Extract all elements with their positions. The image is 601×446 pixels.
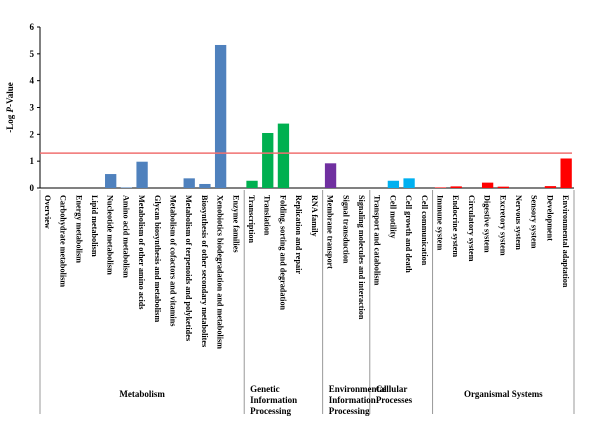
bar [434, 187, 447, 188]
group-label: Processing [250, 406, 291, 416]
category-label: Cell motility [388, 195, 397, 239]
category-label: Lipid metabolism [90, 195, 99, 257]
category-label: Folding, sorting and degradation [278, 195, 287, 311]
group-label: Organismal Systems [464, 389, 543, 399]
group-label: Metabolism [119, 389, 165, 399]
group-label: Processes [376, 395, 413, 405]
category-label: Circulatory system [467, 195, 476, 262]
group-label: Processing [329, 406, 370, 416]
y-tick-label: 4 [30, 76, 35, 86]
category-label: Metabolism of other amino acids [137, 195, 146, 309]
group-brackets: Metabolism GeneticInformationProcessingEn… [39, 190, 575, 416]
category-label: Cell growth and death [404, 195, 413, 273]
category-labels: Overview Carbohydrate metabolism Energy me… [43, 195, 570, 349]
y-tick-label: 2 [30, 129, 35, 139]
category-label: Xenobiotics biodegradation and metabolis… [216, 195, 225, 349]
bar [246, 180, 258, 188]
y-tick-label: 5 [30, 49, 35, 59]
bar [262, 132, 274, 188]
bar [324, 163, 337, 188]
bar [136, 161, 148, 188]
category-label: Biosynthesis of other secondary metaboli… [200, 195, 209, 347]
bar [120, 187, 133, 188]
bar [450, 186, 462, 188]
bar-series [40, 44, 572, 188]
bar [497, 186, 509, 188]
category-label: RNA family [310, 195, 319, 238]
category-label: Replication and repair [294, 195, 303, 274]
bar [560, 158, 572, 188]
category-label: Overview [43, 195, 52, 229]
bar [183, 178, 195, 188]
category-label: Immune system [436, 195, 445, 250]
category-label: Sensory system [530, 195, 539, 249]
category-label: Cell communication [420, 195, 429, 266]
category-label: Enzyme families [231, 195, 240, 253]
group-label: Cellular [376, 384, 408, 394]
category-label: Digestive system [483, 195, 492, 253]
category-label: Energy metabolism [74, 195, 83, 263]
category-label: Metabolism of cofactors and vitamins [169, 195, 178, 326]
category-label: Glycan biosynthesis and metabolism [153, 195, 162, 322]
category-label: Translation [263, 195, 272, 236]
y-tick-label: 0 [30, 183, 35, 193]
bar [214, 44, 227, 188]
category-label: Excretory system [498, 195, 507, 256]
category-label: Nucleotide metabolism [106, 195, 115, 275]
bar [387, 180, 400, 188]
category-label: Nervous system [514, 195, 523, 250]
category-label: Carbohydrate metabolism [59, 195, 68, 287]
category-label: Amino acid metabolism [121, 195, 130, 278]
y-axis-title: -Log P-Value [5, 82, 15, 132]
category-label: Signaling molecules and interaction [357, 195, 366, 320]
category-label: Environmental adaptation [561, 195, 570, 288]
bar [544, 186, 557, 188]
bar [105, 174, 117, 188]
bar [277, 123, 290, 188]
category-label: Endocrine system [451, 195, 460, 257]
category-label: Metabolism of terpenoids and polyketides [184, 195, 193, 341]
group-label: Genetic [250, 384, 279, 394]
category-label: Transport and catabolism [373, 195, 382, 286]
category-label: Membrane transport [326, 195, 335, 269]
group-label: Environmental [329, 384, 387, 394]
chart-axes: 0 1 2 3 4 5 6 -Log P-Value [5, 22, 574, 193]
y-tick-label: 1 [30, 156, 35, 166]
y-tick-label: 6 [30, 22, 35, 32]
bar [403, 178, 415, 188]
group-label: Information [250, 395, 297, 405]
y-tick-label: 3 [30, 103, 35, 113]
category-label: Development [545, 195, 554, 241]
category-label: Transcription [247, 195, 256, 244]
group-label: Information [329, 395, 376, 405]
category-label: Signal transduction [341, 195, 350, 264]
bar [481, 182, 494, 188]
bar [199, 183, 211, 188]
